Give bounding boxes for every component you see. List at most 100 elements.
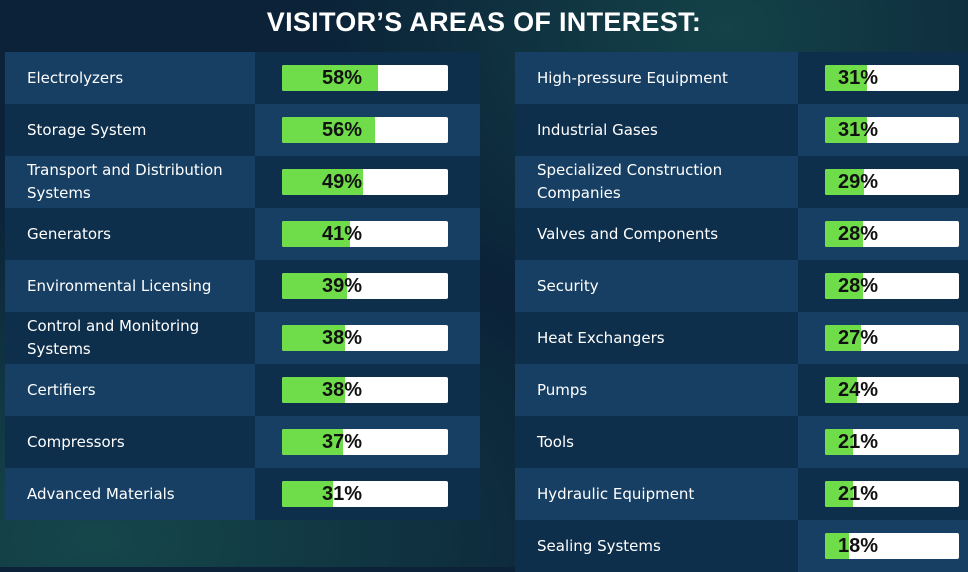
bar-cell: 31% (255, 468, 480, 520)
category-label: Industrial Gases (515, 104, 798, 156)
value-label: 21% (838, 483, 879, 505)
value-label: 31% (838, 119, 879, 141)
value-label: 29% (838, 171, 879, 193)
value-label: 28% (838, 223, 879, 245)
value-label: 18% (838, 535, 879, 557)
category-label: Valves and Components (515, 208, 798, 260)
bar-row: Advanced Materials 31% (5, 468, 480, 520)
bar-track: 28% (825, 221, 959, 247)
bar-fill (825, 429, 854, 455)
bar-track: 38% (282, 325, 448, 351)
category-label: Sealing Systems (515, 520, 798, 572)
category-label: Compressors (5, 416, 255, 468)
bar-fill (282, 377, 346, 403)
value-label: 41% (321, 223, 363, 245)
bar-fill (825, 273, 863, 299)
value-label: 49% (321, 171, 363, 193)
value-label: 24% (838, 379, 879, 401)
bar-track: 41% (282, 221, 448, 247)
bar-fill (282, 221, 351, 247)
bar-fill (825, 169, 864, 195)
bar-cell: 31% (798, 52, 968, 104)
category-label: Certifiers (5, 364, 255, 416)
bar-row: Specialized Construction Companies 29% (515, 156, 968, 208)
value-label: 56% (321, 119, 363, 141)
bar-cell: 39% (255, 260, 480, 312)
bar-row: Generators 41% (5, 208, 480, 260)
bar-row: Compressors 37% (5, 416, 480, 468)
bar-fill (282, 65, 379, 91)
category-label: Tools (515, 416, 798, 468)
bar-fill (282, 481, 334, 507)
bar-track: 49% (282, 169, 448, 195)
bar-cell: 38% (255, 364, 480, 416)
bar-fill (282, 117, 375, 143)
bar-row: Electrolyzers 58% (5, 52, 480, 104)
bar-track: 39% (282, 273, 448, 299)
category-label: Storage System (5, 104, 255, 156)
bar-row: Storage System 56% (5, 104, 480, 156)
category-label: Security (515, 260, 798, 312)
bar-row: Environmental Licensing 39% (5, 260, 480, 312)
value-label: 39% (321, 275, 363, 297)
bar-track: 31% (825, 65, 959, 91)
bar-row: Security 28% (515, 260, 968, 312)
bar-cell: 18% (798, 520, 968, 572)
bar-cell: 28% (798, 260, 968, 312)
bar-track: 21% (825, 429, 959, 455)
category-label: High-pressure Equipment (515, 52, 798, 104)
category-label: Pumps (515, 364, 798, 416)
category-label: Hydraulic Equipment (515, 468, 798, 520)
value-label: 27% (838, 327, 879, 349)
bar-cell: 56% (255, 104, 480, 156)
bar-track: 28% (825, 273, 959, 299)
bar-track: 27% (825, 325, 959, 351)
bar-fill (282, 273, 347, 299)
category-label: Specialized Construction Companies (515, 156, 798, 208)
bar-row: Heat Exchangers 27% (515, 312, 968, 364)
bar-row: Transport and Distribution Systems 49% (5, 156, 480, 208)
right-chart: High-pressure Equipment 31% Industrial Gas… (515, 52, 968, 572)
bar-track: 37% (282, 429, 448, 455)
bar-track: 31% (282, 481, 448, 507)
bar-row: High-pressure Equipment 31% (515, 52, 968, 104)
bar-cell: 37% (255, 416, 480, 468)
bar-fill (282, 429, 344, 455)
bar-row: Pumps 24% (515, 364, 968, 416)
bar-row: Tools 21% (515, 416, 968, 468)
category-label: Heat Exchangers (515, 312, 798, 364)
bar-cell: 28% (798, 208, 968, 260)
bar-row: Industrial Gases 31% (515, 104, 968, 156)
category-label: Advanced Materials (5, 468, 255, 520)
bar-row: Control and Monitoring Systems 38% (5, 312, 480, 364)
bar-fill (825, 377, 858, 403)
bar-cell: 38% (255, 312, 480, 364)
bar-track: 21% (825, 481, 959, 507)
bar-row: Valves and Components 28% (515, 208, 968, 260)
bar-track: 24% (825, 377, 959, 403)
bar-track: 31% (825, 117, 959, 143)
bar-fill (282, 169, 364, 195)
left-chart: Electrolyzers 58% Storage System 56% Transpo… (5, 52, 480, 520)
category-label: Transport and Distribution Systems (5, 156, 255, 208)
bar-row: Sealing Systems 18% (515, 520, 968, 572)
bar-cell: 21% (798, 468, 968, 520)
bar-fill (825, 533, 850, 559)
value-label: 38% (321, 327, 363, 349)
bar-row: Hydraulic Equipment 21% (515, 468, 968, 520)
bar-track: 56% (282, 117, 448, 143)
bar-track: 38% (282, 377, 448, 403)
bar-fill (825, 221, 863, 247)
value-label: 21% (838, 431, 879, 453)
bar-cell: 58% (255, 52, 480, 104)
bar-track: 18% (825, 533, 959, 559)
bar-cell: 29% (798, 156, 968, 208)
bar-cell: 27% (798, 312, 968, 364)
value-label: 38% (321, 379, 363, 401)
value-label: 31% (321, 483, 363, 505)
category-label: Control and Monitoring Systems (5, 312, 255, 364)
bar-fill (825, 65, 867, 91)
bar-fill (825, 117, 867, 143)
bar-cell: 21% (798, 416, 968, 468)
value-label: 31% (838, 67, 879, 89)
